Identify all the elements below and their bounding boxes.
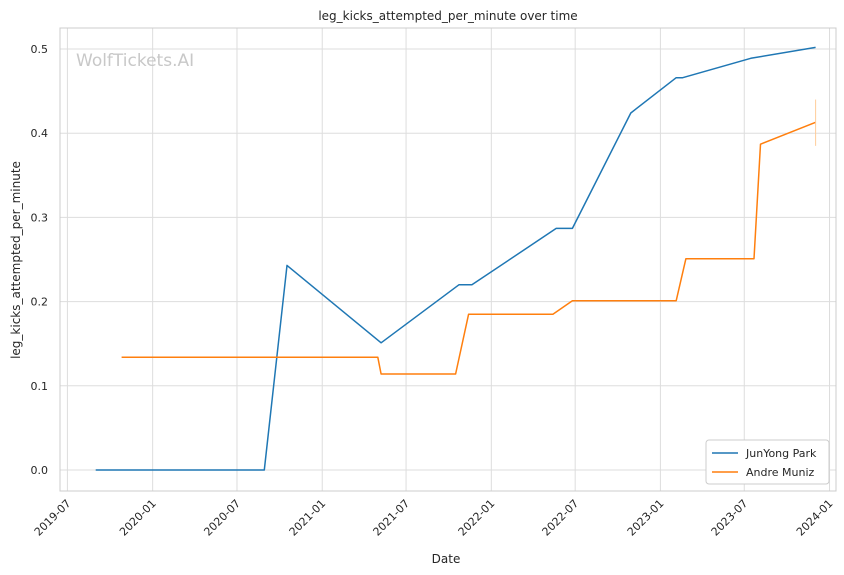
series-line	[121, 121, 816, 375]
x-tick-label: 2023-07	[709, 497, 751, 539]
y-axis-label: leg_kicks_attempted_per_minute	[9, 161, 23, 359]
x-tick-label: 2024-01	[794, 497, 836, 539]
y-tick-label: 0.3	[31, 211, 49, 224]
y-tick-label: 0.1	[31, 380, 49, 393]
chart-title: leg_kicks_attempted_per_minute over time	[318, 9, 577, 23]
y-tick-label: 0.4	[31, 127, 49, 140]
legend-label: JunYong Park	[745, 447, 817, 460]
x-tick-label: 2022-01	[456, 497, 498, 539]
plot-frame	[59, 27, 837, 492]
x-tick-label: 2021-01	[287, 497, 329, 539]
y-tick-labels: 0.0 0.1 0.2 0.3 0.4 0.5	[31, 43, 49, 477]
legend-label: Andre Muniz	[746, 466, 815, 479]
legend: JunYong Park Andre Muniz	[705, 439, 830, 485]
legend-box	[705, 439, 830, 485]
watermark: WolfTickets.AI	[76, 51, 194, 71]
plot-background	[60, 28, 836, 491]
x-axis-label: Date	[432, 552, 461, 566]
x-tick-label: 2021-07	[370, 497, 412, 539]
series-lines	[95, 46, 816, 471]
x-tick-label: 2022-07	[540, 497, 582, 539]
y-tick-label: 0.2	[31, 296, 49, 309]
y-tick-label: 0.5	[31, 43, 49, 56]
x-tick-labels: 2019-07 2020-01 2020-07 2021-01 2021-07 2022-…	[32, 497, 836, 539]
x-tick-label: 2023-01	[625, 497, 667, 539]
series-line	[95, 46, 816, 471]
x-tick-label: 2019-07	[32, 497, 74, 539]
x-tick-label: 2020-07	[201, 497, 243, 539]
y-tick-label: 0.0	[31, 464, 49, 477]
x-tick-label: 2020-01	[117, 497, 159, 539]
